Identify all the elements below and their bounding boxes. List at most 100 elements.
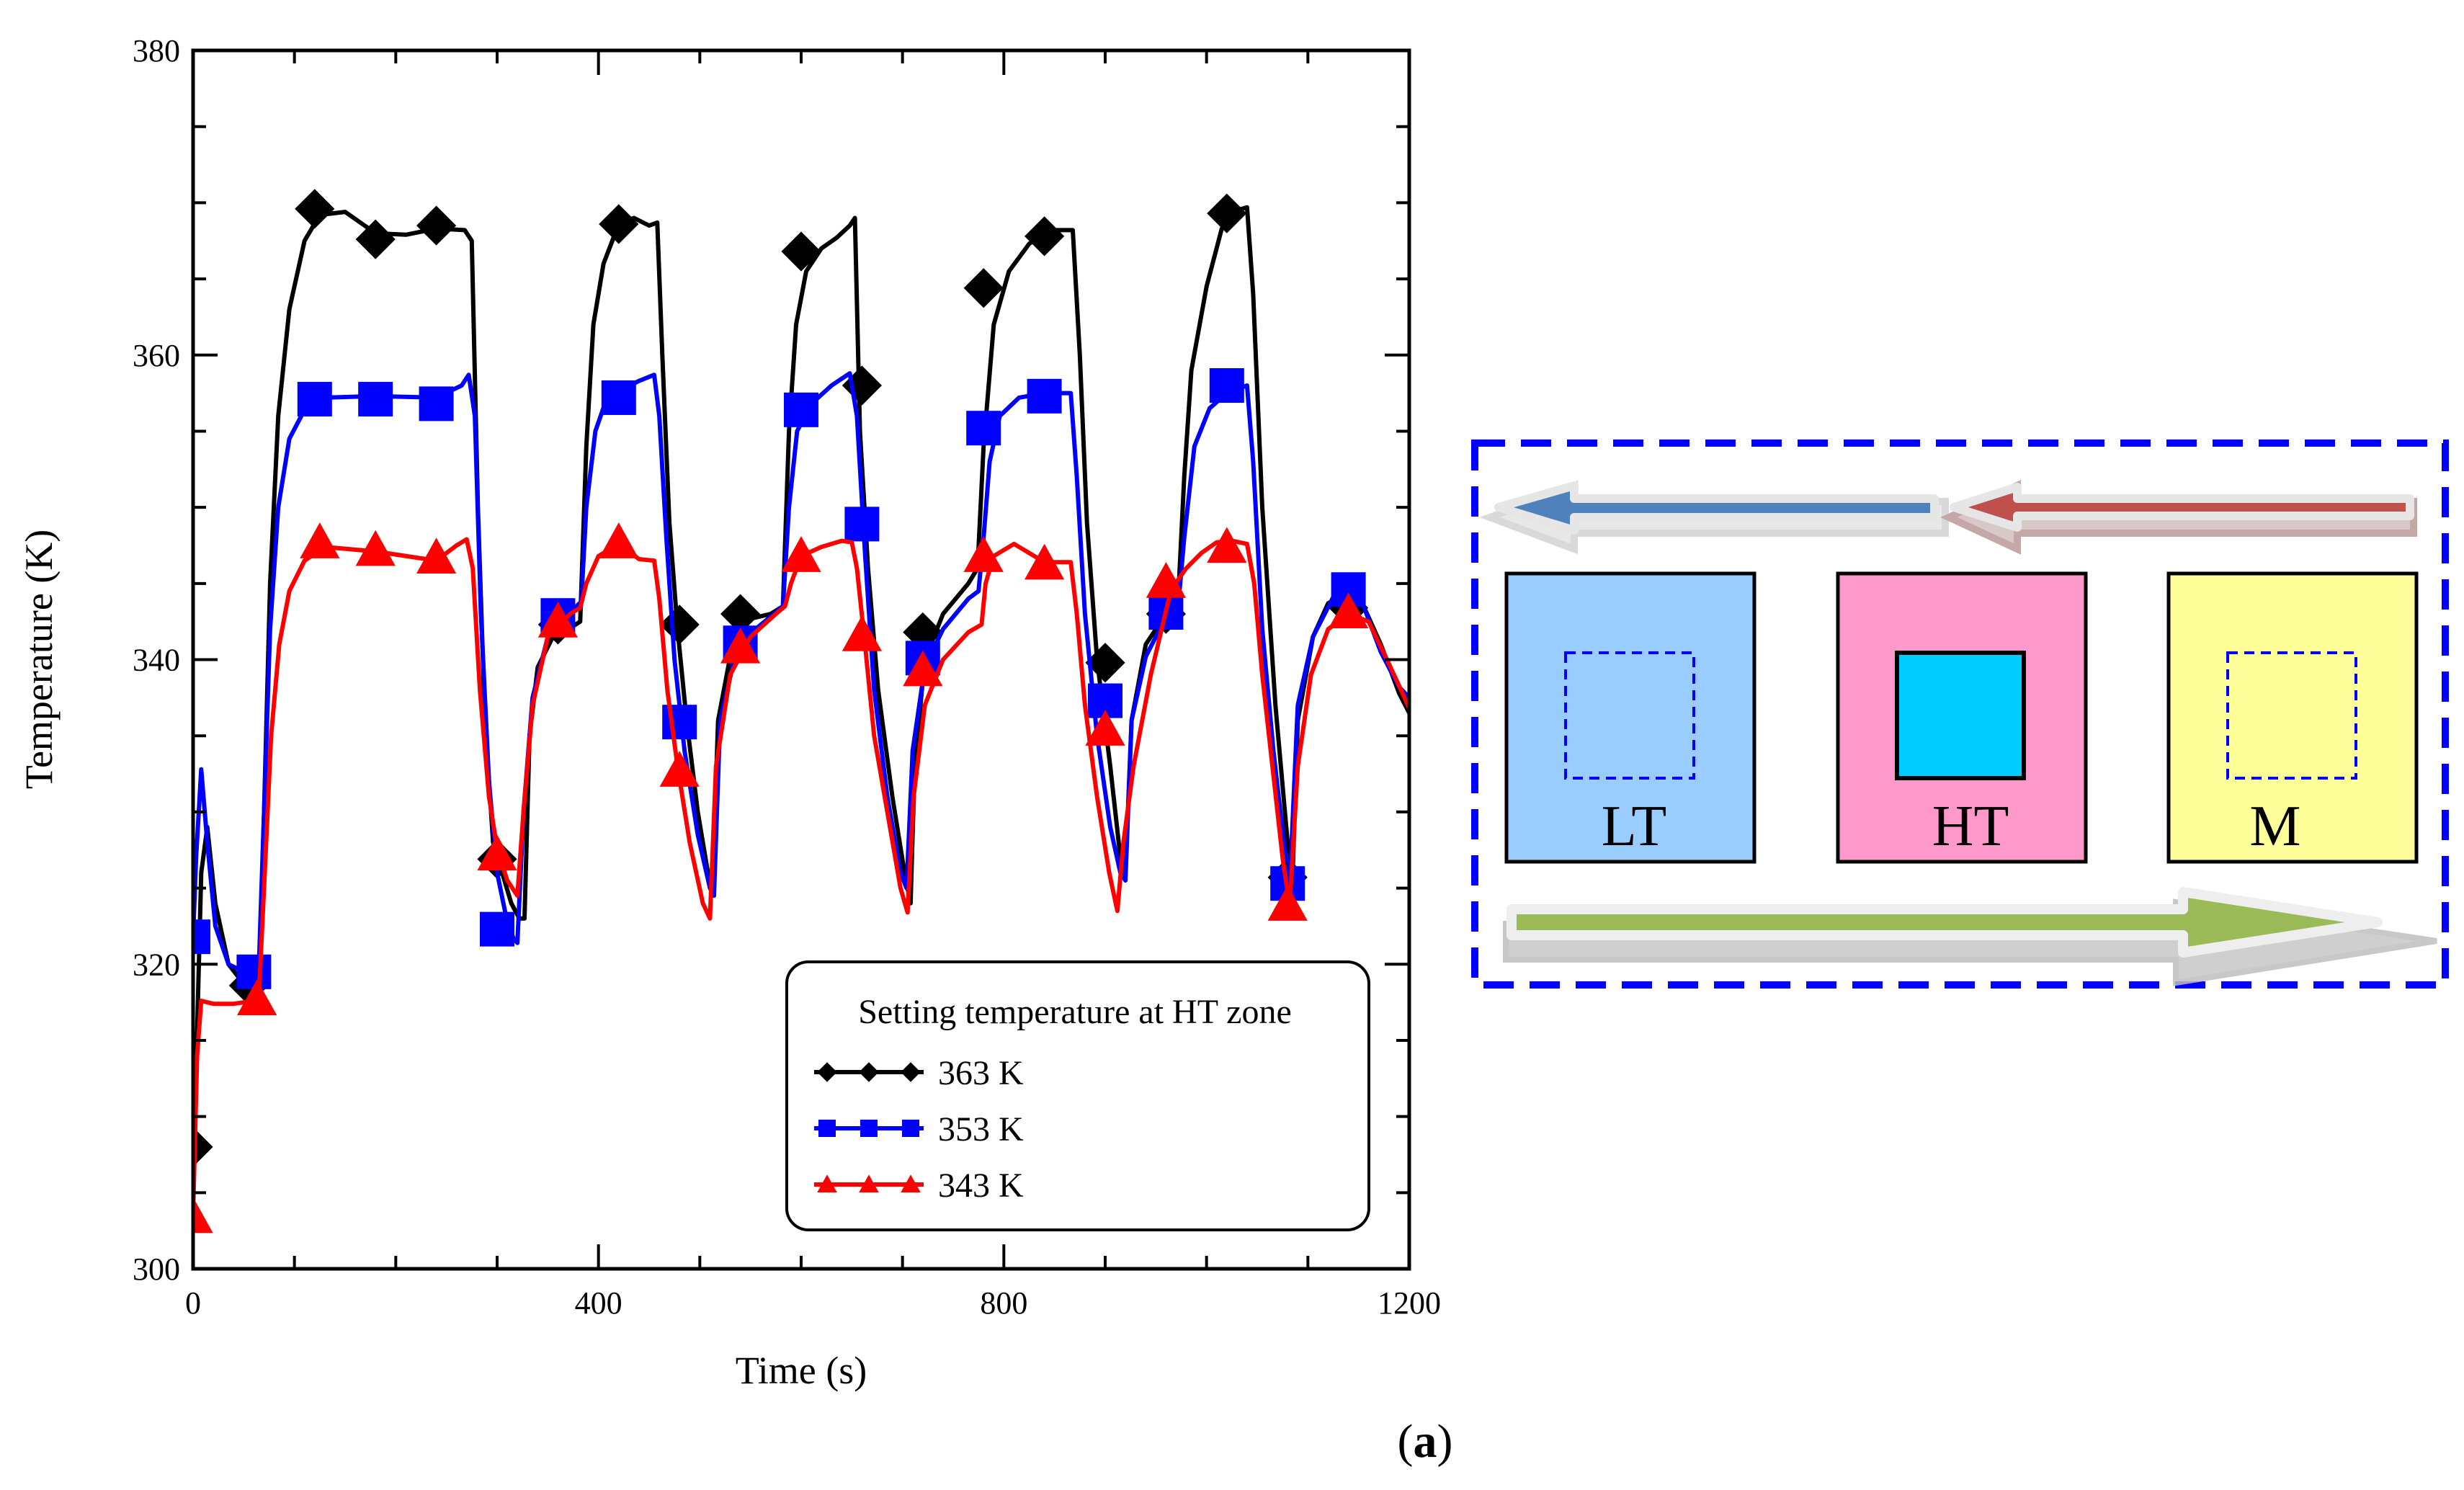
square-marker (601, 380, 636, 415)
legend-square-marker (860, 1120, 878, 1137)
legend-square-marker (902, 1120, 919, 1137)
axis-tick-labels: 0 400 800 1200 300 320 340 360 380 (133, 33, 1441, 1321)
y-tick-label: 340 (133, 643, 180, 678)
series-1 (193, 368, 1409, 989)
zone-label-m: M (2249, 795, 2300, 858)
diamond-marker (355, 219, 396, 259)
square-marker (1209, 368, 1244, 403)
series-line (193, 537, 1409, 1218)
caption-letter: a (1414, 1415, 1437, 1468)
diamond-marker (781, 231, 821, 272)
square-marker (844, 507, 880, 542)
arrow-left-red (1940, 480, 2417, 555)
square-marker (297, 382, 332, 417)
m-inner-dashed-square (2226, 651, 2357, 780)
triangle-marker (237, 979, 277, 1015)
legend-label: 353 K (938, 1110, 1024, 1148)
legend-diamond-marker (817, 1062, 837, 1082)
square-marker (784, 392, 818, 427)
diamond-marker (193, 1127, 213, 1167)
caption-close-paren: ) (1437, 1415, 1453, 1468)
furnace-boundary (1471, 440, 2449, 989)
x-tick-label: 400 (575, 1285, 622, 1321)
legend-triangle-marker (901, 1174, 921, 1193)
legend-box (785, 960, 1370, 1231)
diamond-marker (599, 204, 639, 244)
triangle-marker (1267, 885, 1308, 921)
triangle-marker (1329, 592, 1369, 629)
diamond-marker (659, 605, 700, 645)
legend-entry: 343 K (814, 1166, 1024, 1205)
ht-inner-sample (1895, 651, 2026, 780)
triangle-marker (720, 627, 761, 664)
square-marker (193, 919, 210, 955)
legend-title: Setting temperature at HT zone (858, 993, 1292, 1031)
x-tick-label: 1200 (1378, 1285, 1441, 1321)
y-tick-label: 320 (133, 947, 180, 982)
square-marker (236, 954, 272, 989)
legend-label: 343 K (938, 1166, 1024, 1205)
diamond-marker (416, 205, 457, 246)
zone-schematic: LT HT M (1471, 440, 2449, 989)
legend-diamond-marker (901, 1062, 921, 1082)
arrow-right-green (1503, 887, 2437, 986)
zone-label-ht: HT (1932, 795, 2009, 858)
zone-label-lt: LT (1602, 795, 1666, 858)
triangle-marker (1085, 710, 1125, 746)
legend-square-marker (818, 1120, 836, 1137)
triangle-marker (599, 522, 639, 558)
square-marker (966, 411, 1001, 446)
y-tick-label: 300 (133, 1252, 180, 1287)
series-line (193, 371, 1409, 974)
legend-triangle-marker (817, 1174, 837, 1193)
square-marker (419, 386, 454, 421)
triangle-marker (193, 1197, 213, 1234)
triangle-marker (903, 650, 943, 687)
triangle-marker (537, 602, 578, 638)
x-axis-title: Time (s) (736, 1349, 867, 1392)
y-tick-label: 380 (133, 33, 180, 68)
y-axis-title: Temperature (K) (17, 530, 61, 790)
diamond-marker (1207, 193, 1247, 233)
square-marker (480, 911, 514, 947)
square-marker (1027, 378, 1062, 414)
triangle-marker (1207, 527, 1247, 563)
legend-entry: 363 K (814, 1054, 1024, 1092)
square-marker (662, 705, 697, 740)
square-marker (358, 382, 393, 417)
zone-lt: LT (1504, 571, 1757, 864)
axis-ticks (192, 49, 1411, 1270)
legend-entry: 353 K (814, 1110, 1024, 1148)
triangle-marker (781, 536, 821, 572)
zone-m: M (2166, 571, 2419, 864)
legend-entries: 363 K 353 K 343 K (814, 1054, 1024, 1205)
legend-label: 363 K (938, 1054, 1024, 1092)
triangle-marker (355, 530, 396, 566)
series-line (193, 205, 1409, 1149)
triangle-marker (842, 615, 882, 651)
triangle-marker (477, 834, 517, 871)
panel-caption: (a) (1398, 1415, 1453, 1468)
x-tick-label: 0 (185, 1285, 201, 1321)
triangle-marker (300, 522, 340, 558)
diamond-marker (1025, 216, 1065, 256)
plot-series (193, 189, 1409, 1234)
caption-open-paren: ( (1398, 1415, 1414, 1468)
line-chart: 0 400 800 1200 300 320 340 360 380 Time (s) Temp… (17, 33, 1441, 1392)
triangle-marker (659, 751, 700, 787)
arrow-left-blue (1479, 480, 1949, 555)
series-2 (193, 522, 1409, 1234)
legend-triangle-marker (859, 1174, 879, 1193)
legend: Setting temperature at HT zone 363 K 353 … (785, 960, 1370, 1231)
zone-ht: HT (1836, 571, 2088, 864)
triangle-marker (1025, 543, 1065, 580)
triangle-marker (963, 536, 1004, 572)
triangle-marker (1146, 562, 1186, 598)
diamond-marker (842, 365, 882, 406)
x-tick-label: 800 (980, 1285, 1027, 1321)
y-tick-label: 360 (133, 338, 180, 373)
diamond-marker (963, 268, 1004, 308)
diamond-marker (1085, 643, 1125, 683)
diamond-marker (295, 189, 335, 229)
